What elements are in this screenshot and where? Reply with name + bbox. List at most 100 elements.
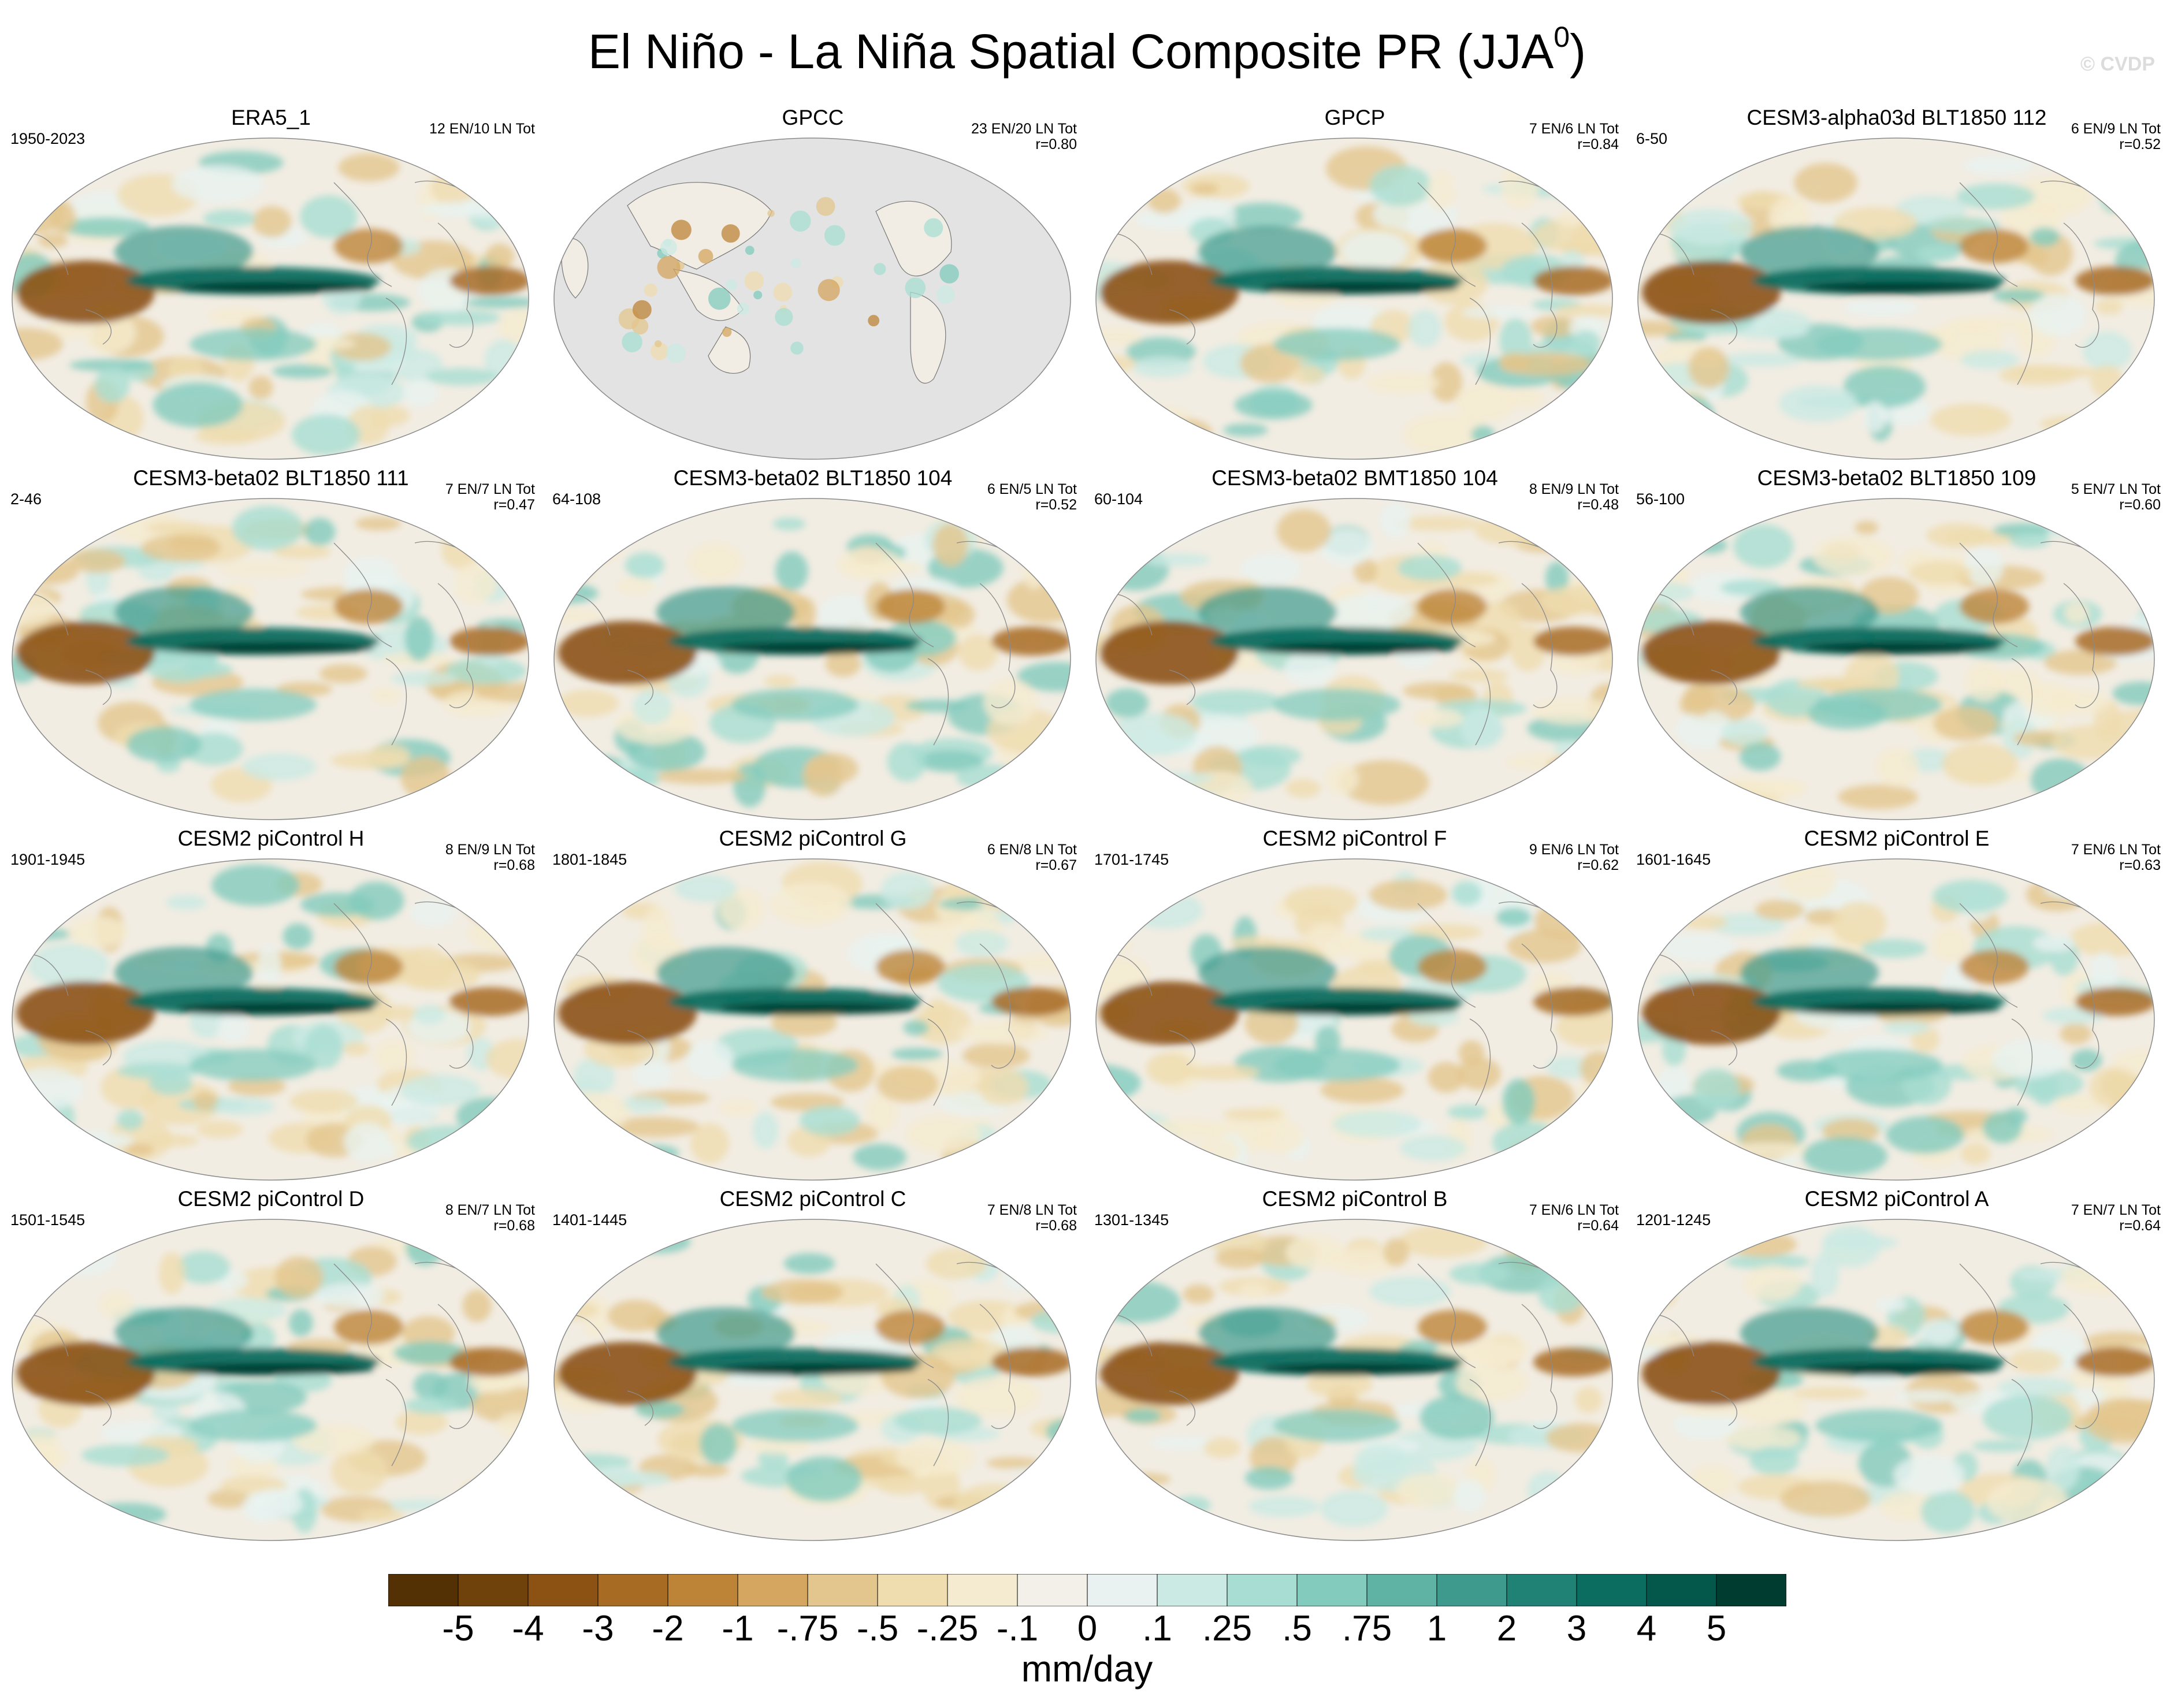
precip-anomaly-blob: [2071, 1049, 2102, 1071]
precip-anomaly-blob: [464, 296, 529, 308]
wet-anomaly: [189, 689, 317, 721]
precip-anomaly-blob: [1964, 547, 2004, 586]
wet-anomaly: [114, 226, 253, 278]
precip-anomaly-blob: [1559, 1248, 1612, 1278]
precip-anomaly-blob: [12, 737, 50, 769]
figure-title-superscript: 0: [1554, 21, 1570, 53]
coastline: [437, 1304, 474, 1429]
panel-pattern-correlation: r=0.80: [1035, 136, 1077, 152]
precip-anomaly-blob: [1532, 697, 1612, 725]
precip-anomaly-blob: [1513, 1147, 1569, 1166]
robinson-map: [1095, 137, 1613, 460]
precip-anomaly-blob: [373, 1039, 415, 1073]
precip-anomaly-blob: [1102, 546, 1169, 591]
precip-anomaly-blob: [770, 882, 852, 925]
precip-anomaly-blob: [1096, 1484, 1129, 1505]
precip-anomaly-blob: [745, 245, 755, 255]
precip-anomaly-blob: [1395, 516, 1481, 531]
panel-pattern-correlation: r=0.48: [1577, 497, 1619, 513]
precip-anomaly-blob: [2106, 522, 2149, 547]
precip-anomaly-blob: [1991, 1040, 2068, 1078]
robinson-map: [12, 137, 529, 460]
wet-anomaly: [189, 1049, 317, 1081]
panel-title: CESM2 piControl H: [177, 827, 365, 850]
coastline: [385, 1018, 407, 1106]
precip-anomaly-blob: [817, 279, 840, 302]
precip-anomaly-blob: [407, 1125, 490, 1158]
precip-anomaly-blob: [215, 1097, 275, 1116]
precip-anomaly-blob: [1096, 1346, 1116, 1364]
precip-anomaly-blob: [1332, 1110, 1421, 1138]
precip-anomaly-blob: [635, 1401, 685, 1419]
precip-anomaly-blob: [273, 545, 332, 559]
colorbar-swatch: [458, 1574, 529, 1606]
precip-anomaly-blob: [47, 1131, 134, 1151]
precip-anomaly-blob: [1146, 1052, 1193, 1085]
precip-anomaly-blob: [1638, 203, 1658, 217]
precip-anomaly-blob: [1555, 1009, 1612, 1048]
precip-anomaly-blob: [292, 1424, 375, 1456]
precip-anomaly-blob: [616, 577, 657, 594]
precip-anomaly-blob: [1506, 753, 1580, 771]
precip-anomaly-blob: [719, 1099, 757, 1116]
colorbar-tick-label: .5: [1282, 1609, 1312, 1649]
precip-anomaly-blob: [773, 282, 793, 302]
map-border: [12, 1219, 529, 1541]
precip-anomaly-blob: [505, 732, 529, 760]
precip-anomaly-blob: [1285, 1235, 1344, 1270]
precip-anomaly-blob: [2084, 1489, 2154, 1526]
precip-anomaly-blob: [554, 608, 603, 623]
maritime-continent-dry-anomaly: [1100, 261, 1239, 324]
equatorial-pacific-wet-core: [1262, 1363, 1458, 1375]
precip-anomaly-blob: [127, 727, 202, 762]
precip-anomaly-blob: [1451, 881, 1482, 906]
precip-anomaly-blob: [1930, 403, 2011, 436]
dry-anomaly: [991, 627, 1071, 656]
coastline: [1959, 1263, 2018, 1368]
precip-anomaly-blob: [818, 595, 874, 636]
maritime-continent-dry-anomaly: [1642, 621, 1781, 684]
wet-anomaly: [1198, 947, 1337, 999]
precip-anomaly-blob: [586, 1495, 625, 1536]
precip-anomaly-blob: [924, 218, 943, 237]
precip-anomaly-blob: [404, 616, 434, 661]
coastline: [1417, 1263, 1476, 1368]
precip-anomaly-blob: [837, 547, 901, 581]
precip-anomaly-blob: [68, 916, 128, 948]
precip-anomaly-blob: [1688, 347, 1730, 389]
precip-anomaly-blob: [614, 1471, 671, 1487]
equatorial-pacific-wet-core: [1804, 282, 2000, 293]
equatorial-pacific-wet-core: [178, 282, 374, 293]
maritime-continent-dry-anomaly: [558, 981, 697, 1045]
precip-anomaly-blob: [974, 882, 1018, 903]
precip-anomaly-blob: [477, 746, 529, 785]
precip-anomaly-blob: [1664, 1147, 1720, 1168]
precip-anomaly-blob: [660, 239, 677, 256]
dry-anomaly: [1960, 950, 2029, 984]
precip-anomaly-blob: [1132, 356, 1194, 378]
panel-title: CESM2 piControl B: [1262, 1187, 1448, 1211]
precip-anomaly-blob: [462, 1289, 492, 1323]
precip-anomaly-blob: [274, 1256, 324, 1298]
precip-anomaly-blob: [1396, 1473, 1462, 1508]
precip-anomaly-blob: [1886, 1116, 1964, 1154]
precip-anomaly-blob: [338, 153, 400, 182]
colorbar-swatch: [1366, 1574, 1437, 1606]
precip-anomaly-blob: [241, 753, 317, 781]
precip-anomaly-blob: [395, 947, 453, 989]
panel-event-count: 6 EN/5 LN Tot: [987, 481, 1077, 497]
panel-stats: 6 EN/5 LN Tot r=0.52: [987, 482, 1077, 513]
precip-anomaly-blob: [1578, 875, 1612, 907]
precip-anomaly-blob: [1096, 1230, 1153, 1273]
dry-anomaly: [1533, 266, 1612, 295]
panel-pattern-correlation: r=0.67: [1035, 857, 1077, 873]
precip-anomaly-blob: [474, 682, 529, 703]
precip-anomaly-blob: [2044, 649, 2117, 675]
precip-anomaly-blob: [344, 1122, 390, 1162]
precip-anomaly-blob: [737, 302, 749, 315]
panel-stats: 7 EN/8 LN Tot r=0.68: [987, 1203, 1077, 1234]
precip-anomaly-blob: [1548, 1486, 1612, 1532]
precip-anomaly-blob: [1573, 897, 1612, 913]
map-panel: CESM3-beta02 BMT1850 104 60-104 8 EN/9 LN …: [1084, 466, 1626, 825]
colorbar-swatch: [597, 1574, 668, 1606]
